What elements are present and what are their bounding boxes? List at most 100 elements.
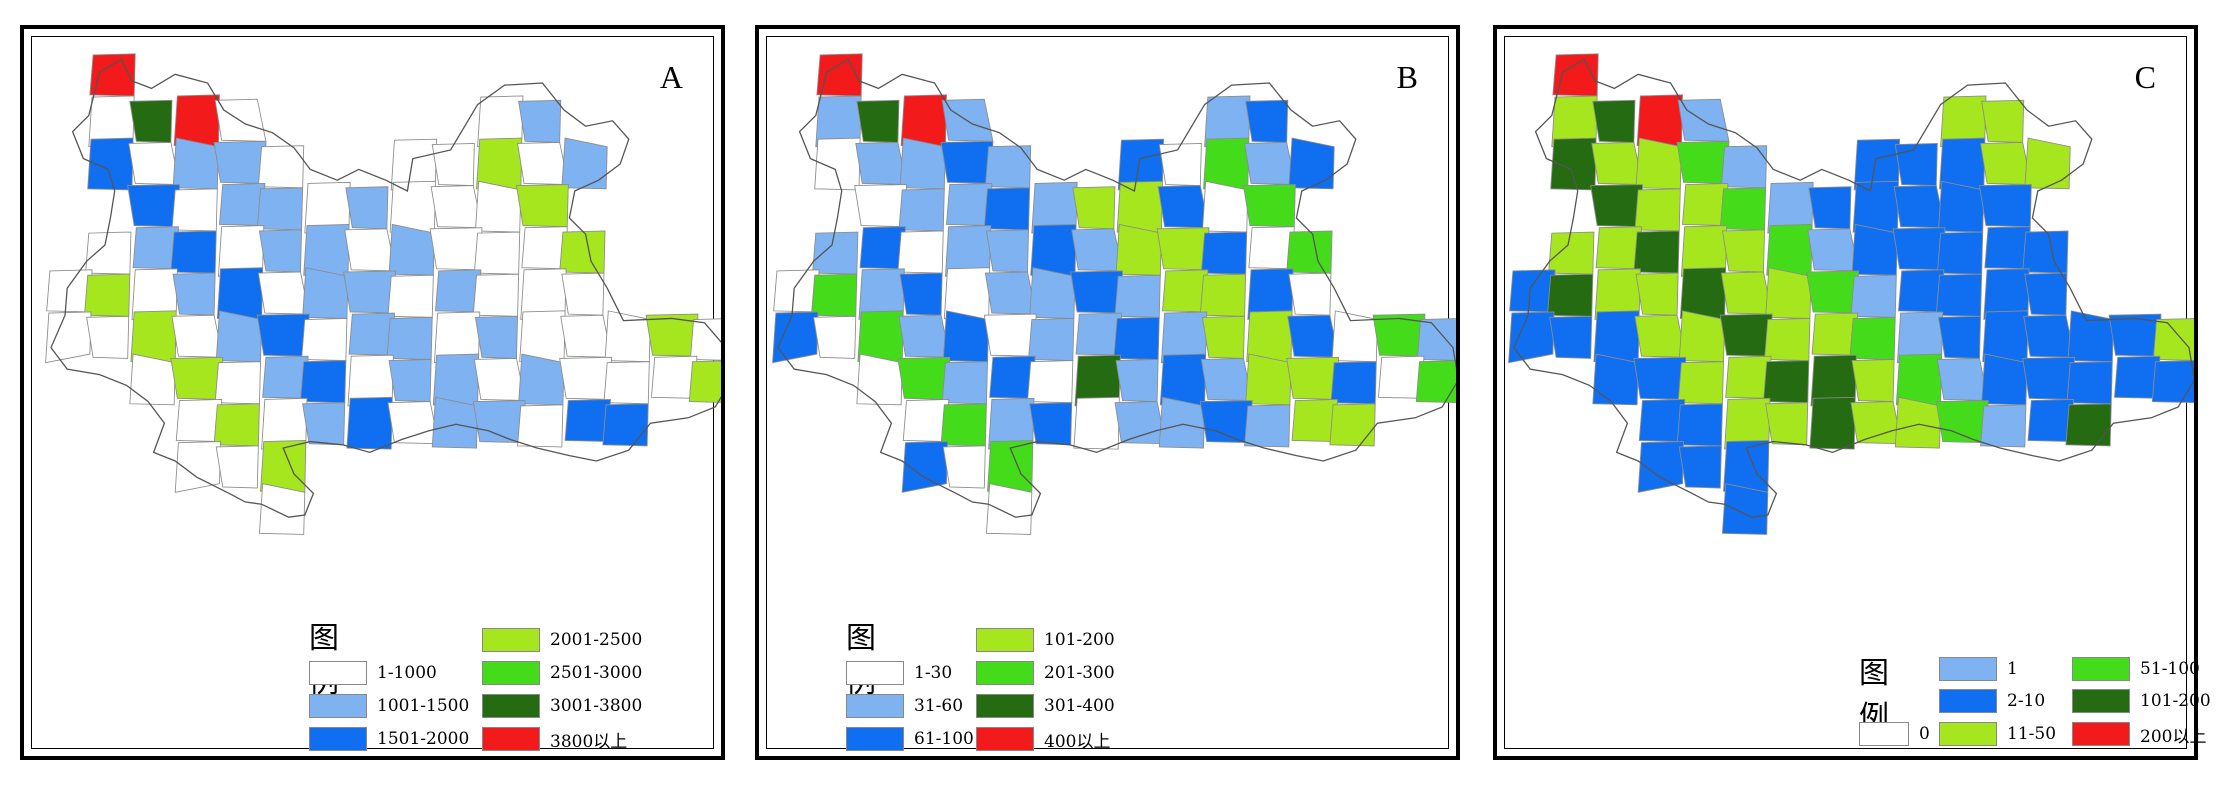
legend-swatch — [846, 694, 904, 718]
map-region — [1634, 188, 1681, 232]
map-region — [1591, 141, 1644, 185]
map-region — [1936, 357, 1989, 401]
legend-swatch — [976, 694, 1034, 718]
legend-swatch — [976, 727, 1034, 751]
legend-label: 61-100 — [914, 729, 974, 749]
map-region — [1936, 231, 1984, 275]
map-region — [84, 273, 131, 317]
map-outline — [777, 58, 1456, 518]
map-region — [1765, 402, 1809, 446]
legend-swatch — [846, 661, 904, 685]
map-region — [1635, 137, 1682, 190]
legend-swatch — [482, 694, 540, 718]
map-region — [302, 402, 346, 446]
map-region — [213, 403, 260, 447]
map-region — [1158, 143, 1202, 187]
legend-label: 1501-2000 — [377, 729, 470, 749]
map-region — [518, 99, 562, 143]
map-region — [1288, 272, 1332, 316]
map-region — [1935, 400, 1989, 444]
map-region — [257, 271, 310, 315]
map-region — [2067, 310, 2114, 363]
map-region — [387, 401, 440, 445]
map-region — [1416, 318, 1456, 361]
map-panel-a: A 图例 1-1000 1001-1500 1501-2000 2001-250… — [20, 25, 725, 760]
map-region — [1286, 356, 1339, 400]
legend-swatch — [309, 694, 367, 718]
legend-item: 1 — [1939, 655, 2018, 683]
map-region — [2023, 314, 2076, 358]
legend-swatch — [2072, 689, 2130, 713]
map-region — [174, 441, 222, 493]
map-region — [1849, 316, 1896, 360]
map-region — [388, 223, 435, 276]
map-region — [772, 311, 819, 364]
map-region — [515, 184, 569, 228]
map-region — [1806, 270, 1859, 314]
map-region — [1114, 401, 1167, 445]
map-region — [1978, 184, 2032, 228]
map-panel-b: B 图例 1-30 31-60 61-100 101-200 201-300 3… — [755, 25, 1460, 760]
map-region — [1894, 396, 1942, 449]
map-region — [854, 184, 907, 228]
map-region — [1937, 180, 1985, 233]
map-region — [1201, 180, 1249, 233]
map-region — [1935, 273, 1983, 317]
map-region — [1894, 143, 1938, 187]
map-region — [172, 272, 216, 316]
map-region — [214, 361, 261, 405]
legend-swatch — [482, 661, 540, 685]
map-region — [901, 441, 949, 493]
map-region — [1547, 273, 1594, 317]
map-region — [604, 310, 651, 363]
map-regions — [772, 53, 1456, 535]
map-region — [1721, 483, 1769, 535]
map-region — [1244, 404, 1291, 448]
choropleth-map — [1508, 53, 2194, 535]
legend-swatch — [2072, 722, 2130, 746]
map-region — [171, 188, 218, 232]
map-region — [1980, 141, 2032, 185]
map-region — [387, 274, 434, 318]
map-region — [1765, 267, 1812, 319]
map-region — [473, 357, 526, 401]
legend-swatch — [482, 628, 540, 652]
map-region — [985, 229, 1030, 273]
legend-label: 31-60 — [914, 696, 964, 716]
map-region — [2151, 360, 2194, 404]
legend-item: 2501-3000 — [482, 659, 642, 687]
map-region — [1851, 359, 1895, 403]
map-region — [472, 400, 526, 444]
legend-item: 3800以上 — [482, 725, 627, 753]
map-region — [1592, 353, 1639, 406]
map-region — [1634, 314, 1687, 358]
map-region — [603, 361, 650, 405]
map-region — [388, 359, 432, 403]
legend-item: 1501-2000 — [309, 725, 469, 753]
map-region — [1156, 227, 1210, 271]
map-region — [1851, 223, 1898, 276]
map-region — [1678, 310, 1726, 363]
map-region — [215, 445, 259, 489]
legend-item: 101-200 — [976, 626, 1115, 654]
legend-item: 1-30 — [846, 659, 952, 687]
legend-item: 200以上 — [2072, 720, 2206, 748]
legend-title: 图例 — [846, 621, 876, 700]
map-region — [1721, 229, 1766, 273]
map-region — [1113, 316, 1160, 360]
legend-item: 51-100 — [2072, 655, 2200, 683]
map-region — [1548, 231, 1595, 275]
map-region — [1508, 311, 1555, 364]
map-region — [256, 313, 310, 357]
map-region — [1850, 274, 1897, 318]
map-region — [472, 273, 520, 317]
map-region — [1678, 445, 1722, 489]
legend-label: 11-50 — [2007, 724, 2057, 744]
legend-item: 0 — [1859, 720, 1930, 748]
map-region — [429, 227, 483, 271]
map-region — [1114, 274, 1161, 318]
map-region — [1286, 230, 1333, 274]
map-region — [898, 188, 945, 232]
legend-item: 400以上 — [976, 725, 1110, 753]
map-region — [171, 314, 224, 358]
